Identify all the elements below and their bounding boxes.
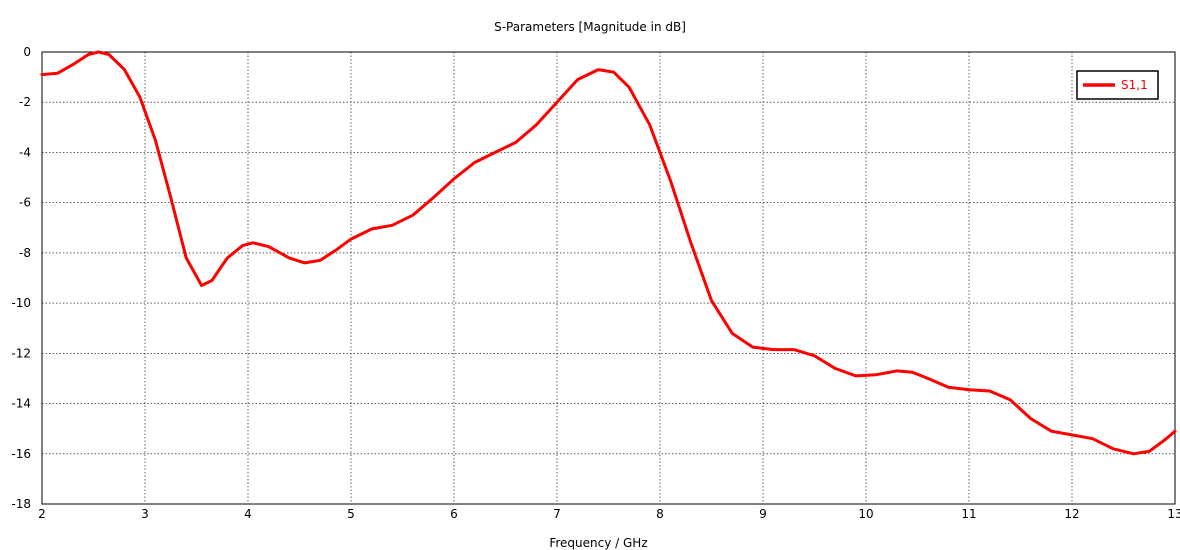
- y-tick-label: -16: [11, 447, 31, 461]
- y-tick-label: -2: [19, 95, 31, 109]
- x-tick-label: 6: [450, 507, 458, 521]
- x-tick-label: 7: [553, 507, 561, 521]
- y-tick-label: -8: [19, 246, 31, 260]
- x-tick-label: 11: [961, 507, 976, 521]
- plot-area: [41, 51, 1176, 505]
- x-tick-label: 2: [38, 507, 46, 521]
- y-tick-label: -10: [11, 296, 31, 310]
- y-tick-label: 0: [23, 45, 31, 59]
- y-tick-label: -18: [11, 497, 31, 511]
- x-tick-label: 12: [1064, 507, 1079, 521]
- x-tick-label: 4: [244, 507, 252, 521]
- y-tick-label: -6: [19, 196, 31, 210]
- x-tick-label: 5: [347, 507, 355, 521]
- x-tick-label: 13: [1167, 507, 1180, 521]
- x-axis-label: Frequency / GHz: [549, 536, 647, 550]
- y-tick-label: -14: [11, 397, 31, 411]
- x-tick-label: 10: [858, 507, 873, 521]
- x-tick-label: 8: [656, 507, 664, 521]
- legend-box: [1076, 70, 1159, 100]
- x-tick-label: 9: [759, 507, 767, 521]
- series-line-0: [40, 50, 1177, 456]
- legend-label: S1,1: [1121, 78, 1148, 92]
- y-tick-label: -4: [19, 145, 31, 159]
- chart-title: S-Parameters [Magnitude in dB]: [494, 20, 686, 34]
- y-tick-label: -12: [11, 346, 31, 360]
- x-tick-label: 3: [141, 507, 149, 521]
